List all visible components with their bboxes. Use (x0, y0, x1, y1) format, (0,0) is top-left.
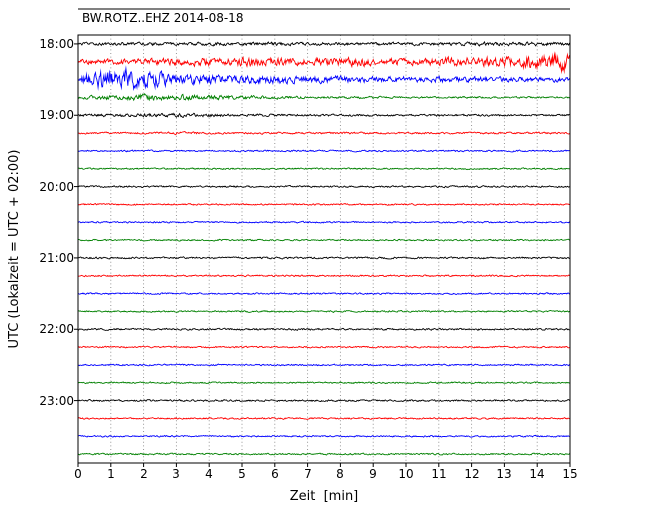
y-tick-label: 20:00 (39, 180, 74, 194)
x-tick-label: 3 (172, 467, 180, 481)
x-tick-label: 4 (205, 467, 213, 481)
y-tick-label: 19:00 (39, 108, 74, 122)
y-tick-label: 18:00 (39, 37, 74, 51)
x-tick-label: 10 (398, 467, 414, 481)
y-tick-label: 21:00 (39, 251, 74, 265)
x-tick-label: 14 (529, 467, 545, 481)
x-tick-label: 12 (464, 467, 480, 481)
x-tick-label: 0 (74, 467, 82, 481)
x-tick-label: 1 (107, 467, 115, 481)
x-tick-label: 7 (304, 467, 312, 481)
plot-title: BW.ROTZ..EHZ 2014-08-18 (82, 11, 244, 25)
x-tick-label: 13 (496, 467, 512, 481)
y-tick-label: 22:00 (39, 322, 74, 336)
x-tick-label: 2 (140, 467, 148, 481)
x-tick-label: 9 (369, 467, 377, 481)
x-tick-label: 6 (271, 467, 279, 481)
y-axis-label: UTC (Lokalzeit = UTC + 02:00) (7, 149, 22, 349)
x-tick-label: 11 (431, 467, 447, 481)
x-tick-label: 15 (562, 467, 578, 481)
x-tick-label: 5 (238, 467, 246, 481)
x-tick-label: 8 (336, 467, 344, 481)
x-axis-label: Zeit [min] (289, 489, 359, 504)
y-tick-label: 23:00 (39, 394, 74, 408)
